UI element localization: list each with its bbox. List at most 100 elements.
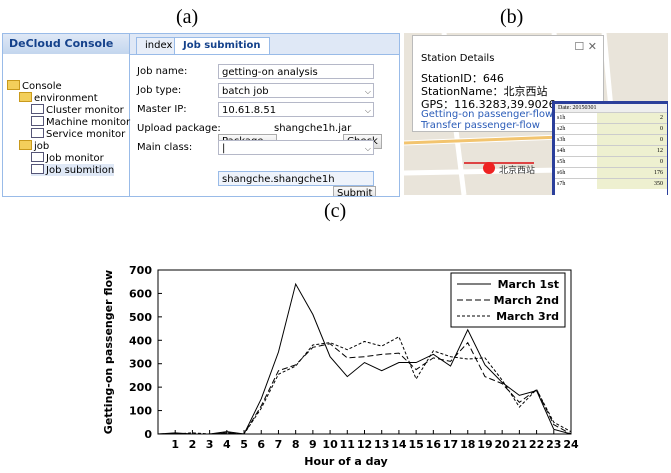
series-line [158,343,571,434]
table-header: Date: 20150301 [555,104,667,112]
x-tick-label: 10 [322,438,338,451]
table-cell: s6h [555,168,597,178]
tree-item[interactable]: Console [7,80,62,92]
x-tick-label: 8 [292,438,300,451]
table-cell: s4h [555,146,597,156]
figure: (a) (b) (c) DeCloud Console Consoleenvir… [0,0,671,473]
table-cell: 350 [597,179,667,189]
x-tick-label: 19 [477,438,492,451]
table-cell: 2 [597,113,667,123]
popup-title: Station Details [421,53,494,64]
x-tick-label: 4 [223,438,231,451]
y-tick-label: 500 [129,311,152,324]
table-cell: 0 [597,124,667,134]
x-tick-label: 18 [460,438,475,451]
tree-label: environment [34,93,98,104]
y-tick-label: 400 [129,334,152,347]
x-tick-label: 24 [563,438,579,451]
tree-label: Service monitor [46,129,125,140]
x-tick-label: 16 [426,438,442,451]
field-input[interactable]: getting-on analysis [218,64,374,79]
tree-item[interactable]: environment [19,92,98,104]
x-tick-label: 6 [257,438,265,451]
tree-label: Job submition [46,165,114,176]
field-label: Main class: [137,142,192,153]
legend-label: March 2nd [494,294,559,307]
x-tick-label: 20 [495,438,511,451]
table-cell: s2h [555,124,597,134]
x-tick-label: 15 [408,438,423,451]
submit-button[interactable]: Submit [333,186,376,197]
x-tick-label: 22 [529,438,544,451]
x-tick-label: 23 [546,438,561,451]
table-cell: s5h [555,157,597,167]
field-label: Upload package: [137,123,221,134]
tree-item[interactable]: Job monitor [31,152,104,164]
field-label: Master IP: [137,104,187,115]
legend-label: March 1st [498,278,559,291]
tree-item[interactable]: Cluster monitor [31,104,124,116]
field-input[interactable]: batch job [218,83,374,98]
x-tick-label: 3 [206,438,214,451]
x-tick-label: 1 [171,438,179,451]
x-tick-label: 17 [443,438,458,451]
table-cell: s1h [555,113,597,123]
x-tick-label: 13 [374,438,389,451]
y-tick-label: 300 [129,358,152,371]
tree-label: Cluster monitor [46,105,124,116]
field-input[interactable]: | [218,140,374,155]
table-cell: 176 [597,168,667,178]
y-tick-label: 0 [144,428,152,441]
y-tick-label: 600 [129,287,152,300]
field-label: Job type: [137,85,181,96]
tree-item[interactable]: job [19,140,49,152]
link[interactable]: Transfer passenger-flow [421,120,540,131]
x-tick-label: 12 [357,438,372,451]
tab-bar: index Job submition [130,34,400,55]
tree-item[interactable]: Machine monitor [31,116,130,128]
table-cell: s7h [555,179,597,189]
station-screenshot: 北京西站 Station Details StationID：646 Stati… [404,33,668,195]
x-tick-label: 14 [391,438,407,451]
y-tick-label: 100 [129,405,152,418]
x-tick-label: 9 [309,438,317,451]
x-tick-label: 5 [240,438,248,451]
series-line [158,337,571,434]
panel-label: (a) [176,6,198,29]
table-cell: s3h [555,135,597,145]
tree-label: Job monitor [46,153,104,164]
field-label: Job name: [137,66,187,77]
x-tick-label: 7 [275,438,283,451]
x-axis-label: Hour of a day [304,455,387,468]
tree-item[interactable]: Job submition [31,164,114,176]
field-input[interactable]: 10.61.8.51 [218,102,374,117]
y-axis-label: Getting-on passenger flow [102,270,115,434]
tab[interactable]: Job submition [174,37,270,54]
x-tick-label: 21 [512,438,527,451]
y-tick-label: 200 [129,381,152,394]
x-tick-label: 2 [189,438,197,451]
console-title: DeCloud Console [3,34,129,54]
table-cell: 0 [597,157,667,167]
legend-label: March 3rd [496,310,559,323]
tree-item[interactable]: Service monitor [31,128,125,140]
y-tick-label: 700 [129,264,152,277]
table-cell: 0 [597,135,667,145]
tree-label: Machine monitor [46,117,130,128]
x-tick-label: 11 [340,438,355,451]
tree-label: job [34,141,49,152]
link[interactable]: Getting-on passenger-flow [421,109,553,120]
map-label: 北京西站 [499,164,535,176]
suggestion[interactable]: shangche.shangche1h [218,171,374,186]
field-value: shangche1h.jar [274,123,351,134]
chart: Hour of a day Getting-on passenger flow … [0,200,671,473]
tree-label: Console [22,81,62,92]
